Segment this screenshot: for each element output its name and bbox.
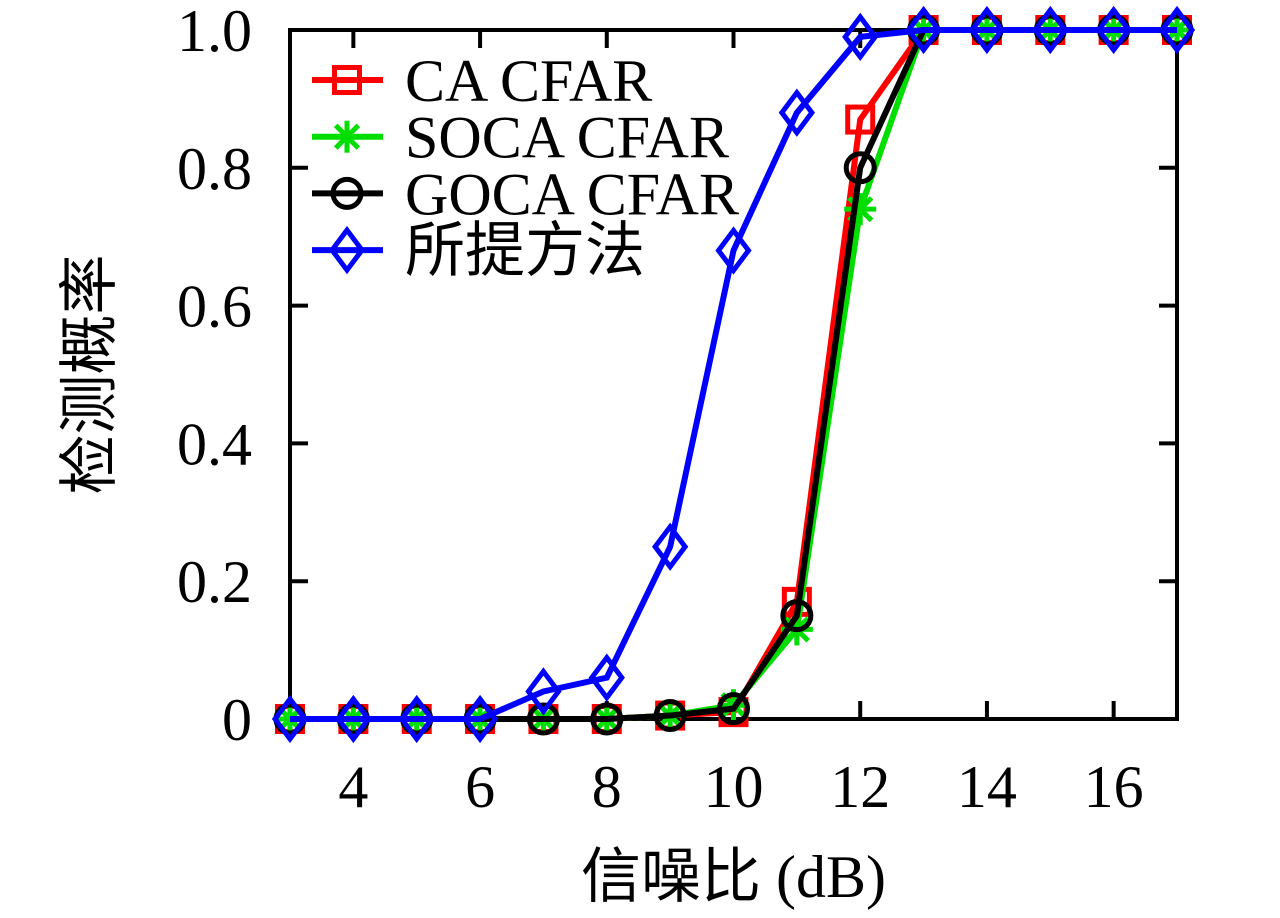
x-tick-label: 8: [592, 754, 622, 820]
circle-marker: [653, 699, 687, 733]
square-marker: [332, 65, 362, 95]
diamond-marker: [398, 694, 435, 744]
legend-label: GOCA CFAR: [405, 161, 739, 227]
x-tick-label: 10: [704, 754, 764, 820]
series-所提方法: [271, 5, 1196, 744]
diamond-marker: [328, 225, 366, 275]
diamond-marker: [968, 5, 1006, 55]
y-tick-label: 1.0: [177, 0, 252, 64]
legend-item-ca-cfar: CA CFAR: [312, 48, 652, 114]
legend-item-所提方法: 所提方法: [312, 218, 645, 284]
diamond-marker: [778, 88, 815, 137]
diamond-marker: [905, 5, 942, 55]
x-tick-label: 4: [338, 754, 368, 820]
x-axis-label: 信噪比 (dB): [581, 844, 886, 910]
y-tick-label: 0: [222, 687, 252, 753]
y-tick-label: 0.6: [177, 274, 252, 340]
diamond-marker: [842, 12, 879, 62]
diamond-marker: [335, 694, 372, 744]
diamond-marker: [1095, 5, 1132, 55]
asterisk-marker: [331, 120, 363, 153]
legend-item-goca-cfar: GOCA CFAR: [312, 161, 739, 227]
square-marker: [845, 104, 876, 135]
x-tick-label: 16: [1084, 754, 1144, 820]
legend-label: 所提方法: [405, 218, 645, 284]
tick-labels: 4 6 8 10 12 14 16 0 0.2 0.4 0.6 0.8 1.0: [177, 0, 1144, 820]
circle-marker: [717, 692, 750, 726]
plot-border: [288, 28, 1179, 721]
diamond-marker: [1158, 5, 1196, 55]
y-tick-label: 0.4: [177, 411, 252, 477]
legend-item-soca-cfar: SOCA CFAR: [312, 105, 729, 171]
circle-marker: [526, 702, 560, 736]
y-tick-label: 0.8: [177, 136, 252, 202]
y-axis-label: 检测概率: [57, 255, 123, 495]
diamond-marker: [525, 667, 562, 716]
circle-marker: [843, 151, 877, 185]
legend-label: SOCA CFAR: [405, 105, 729, 171]
asterisk-marker: [844, 193, 877, 226]
circle-marker: [330, 176, 364, 210]
diamond-marker: [1032, 5, 1069, 55]
y-tick-label: 0.2: [177, 549, 252, 615]
circle-marker: [780, 599, 814, 633]
x-tick-label: 14: [957, 754, 1017, 820]
diamond-marker: [461, 694, 499, 744]
diamond-marker: [715, 226, 752, 275]
x-tick-label: 12: [830, 754, 890, 820]
diamond-marker: [652, 522, 689, 571]
diamond-marker: [588, 653, 625, 702]
series-line: [290, 27, 1177, 722]
x-tick-label: 6: [465, 754, 495, 820]
circle-marker: [590, 702, 624, 736]
legend-label: CA CFAR: [405, 48, 652, 114]
diamond-marker: [271, 694, 309, 744]
